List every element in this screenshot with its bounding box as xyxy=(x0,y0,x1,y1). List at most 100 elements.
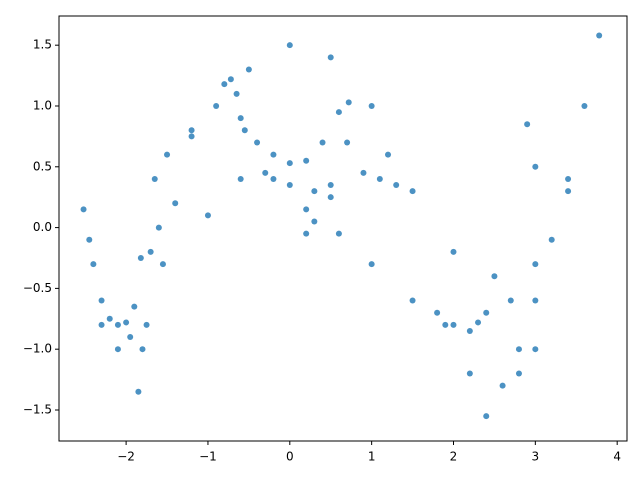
y-tick-label: −0.5 xyxy=(23,281,52,295)
point xyxy=(286,42,293,49)
plot-frame xyxy=(58,15,628,442)
point xyxy=(319,139,326,146)
point xyxy=(515,346,522,353)
point xyxy=(409,297,416,304)
point xyxy=(466,327,473,334)
point xyxy=(327,194,334,201)
point xyxy=(143,321,150,328)
point xyxy=(548,236,555,243)
point xyxy=(123,319,130,326)
point xyxy=(90,261,97,268)
point xyxy=(565,175,572,182)
point xyxy=(114,346,121,353)
point xyxy=(188,127,195,134)
x-tick-label: −1 xyxy=(199,450,217,464)
point xyxy=(151,175,158,182)
point xyxy=(237,115,244,122)
point xyxy=(311,188,318,195)
point xyxy=(286,160,293,167)
y-tick-label: 0.5 xyxy=(33,159,52,173)
point xyxy=(127,334,134,341)
point xyxy=(483,309,490,316)
point xyxy=(137,254,144,261)
point xyxy=(368,102,375,109)
y-tick-label: −1.5 xyxy=(23,402,52,416)
point xyxy=(327,182,334,189)
x-tick-label: 4 xyxy=(613,450,621,464)
point xyxy=(237,175,244,182)
point xyxy=(532,261,539,268)
point xyxy=(532,297,539,304)
point xyxy=(188,133,195,140)
point xyxy=(385,151,392,158)
point xyxy=(524,121,531,128)
x-tick-label: 0 xyxy=(286,450,294,464)
point xyxy=(106,315,113,322)
point xyxy=(135,388,142,395)
point xyxy=(409,188,416,195)
y-tick-label: 1.0 xyxy=(33,98,52,112)
x-tick-label: 2 xyxy=(450,450,458,464)
point xyxy=(515,370,522,377)
point xyxy=(270,175,277,182)
point xyxy=(303,206,310,213)
point xyxy=(335,230,342,237)
point xyxy=(86,236,93,243)
point xyxy=(327,54,334,61)
point xyxy=(532,346,539,353)
point xyxy=(368,261,375,268)
point xyxy=(450,248,457,255)
point xyxy=(227,76,234,83)
point xyxy=(466,370,473,377)
point xyxy=(131,303,138,310)
point xyxy=(98,321,105,328)
point xyxy=(442,321,449,328)
point xyxy=(172,200,179,207)
y-tick-label: 1.5 xyxy=(33,38,52,52)
point xyxy=(335,109,342,116)
point xyxy=(360,169,367,176)
x-tick-label: −2 xyxy=(117,450,135,464)
point xyxy=(114,321,121,328)
y-tick-label: −1.0 xyxy=(23,342,52,356)
point xyxy=(155,224,162,231)
x-tick-label: 3 xyxy=(532,450,540,464)
point xyxy=(159,261,166,268)
point xyxy=(213,102,220,109)
point xyxy=(286,182,293,189)
point xyxy=(491,273,498,280)
point xyxy=(245,66,252,73)
point xyxy=(434,309,441,316)
point xyxy=(345,99,352,106)
x-tick-label: 1 xyxy=(368,450,376,464)
point xyxy=(98,297,105,304)
point xyxy=(393,182,400,189)
point xyxy=(262,169,269,176)
point xyxy=(376,175,383,182)
point xyxy=(450,321,457,328)
point xyxy=(164,151,171,158)
point xyxy=(221,81,228,88)
point xyxy=(483,413,490,420)
point xyxy=(532,163,539,170)
point xyxy=(565,188,572,195)
point xyxy=(233,90,240,97)
point xyxy=(139,346,146,353)
y-tick-label: 0.0 xyxy=(33,220,52,234)
point xyxy=(303,157,310,164)
point xyxy=(204,212,211,219)
point xyxy=(254,139,261,146)
point xyxy=(596,32,603,39)
point xyxy=(581,102,588,109)
point xyxy=(80,206,87,213)
point xyxy=(507,297,514,304)
point xyxy=(311,218,318,225)
point xyxy=(344,139,351,146)
point xyxy=(147,248,154,255)
point xyxy=(303,230,310,237)
point xyxy=(475,319,482,326)
point xyxy=(270,151,277,158)
point xyxy=(499,382,506,389)
point xyxy=(241,127,248,134)
